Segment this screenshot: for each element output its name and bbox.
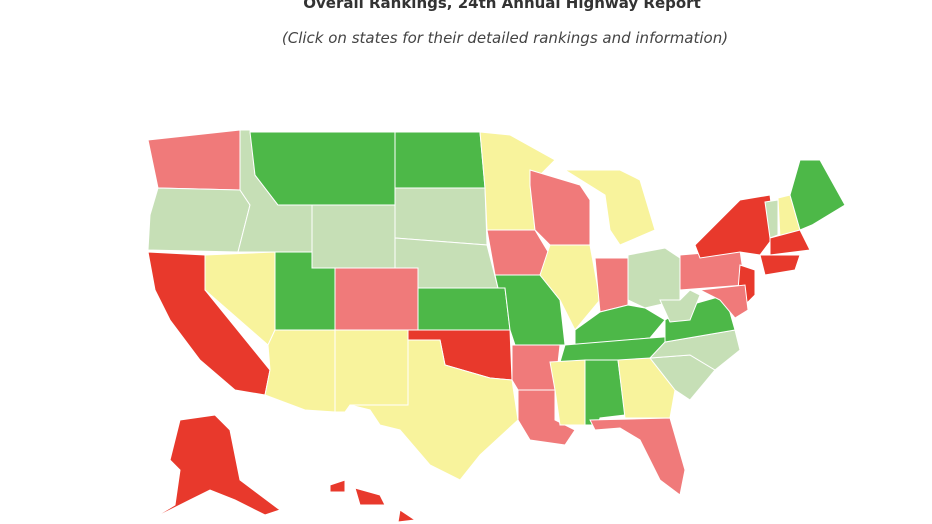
state[interactable] bbox=[334, 329, 409, 413]
state[interactable] bbox=[789, 159, 846, 231]
state[interactable] bbox=[349, 339, 519, 481]
us-map bbox=[147, 129, 846, 523]
state[interactable] bbox=[486, 229, 551, 276]
state[interactable] bbox=[589, 417, 686, 496]
state[interactable] bbox=[549, 359, 586, 426]
state[interactable] bbox=[694, 194, 776, 259]
state[interactable] bbox=[264, 329, 336, 413]
state[interactable] bbox=[627, 247, 681, 309]
state[interactable] bbox=[563, 169, 656, 246]
state[interactable] bbox=[659, 289, 701, 323]
state[interactable] bbox=[417, 287, 511, 331]
state[interactable] bbox=[354, 487, 386, 506]
state[interactable] bbox=[759, 254, 801, 276]
state[interactable] bbox=[517, 389, 576, 446]
state[interactable] bbox=[147, 129, 241, 191]
state[interactable] bbox=[594, 257, 629, 313]
state[interactable] bbox=[334, 267, 419, 331]
state[interactable] bbox=[529, 169, 591, 246]
state[interactable] bbox=[311, 204, 396, 269]
state[interactable] bbox=[329, 479, 346, 493]
state[interactable] bbox=[769, 229, 811, 256]
state[interactable] bbox=[397, 509, 417, 523]
state[interactable] bbox=[617, 357, 676, 419]
state[interactable] bbox=[394, 131, 486, 189]
state[interactable] bbox=[249, 131, 396, 206]
state[interactable] bbox=[764, 199, 779, 239]
state[interactable] bbox=[149, 414, 282, 521]
title: Overall Rankings, 24th Annual Highway Re… bbox=[303, 0, 701, 12]
subtitle: (Click on states for their detailed rank… bbox=[282, 29, 728, 47]
state[interactable] bbox=[394, 187, 488, 246]
state[interactable] bbox=[147, 187, 251, 253]
state[interactable] bbox=[698, 284, 749, 319]
